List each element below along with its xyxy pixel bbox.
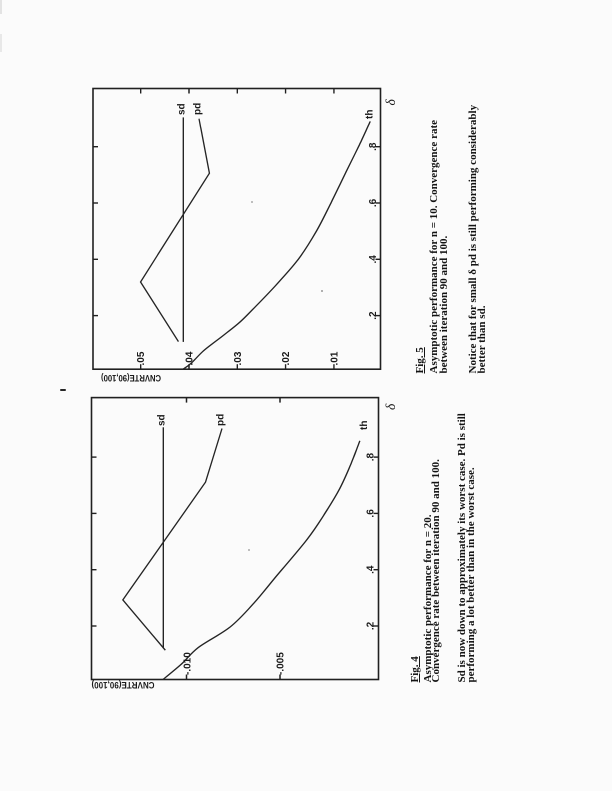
svg-text:.4: .4 <box>366 565 377 574</box>
svg-text:.02: .02 <box>281 351 292 365</box>
svg-text:CNVRTE(90,100): CNVRTE(90,100) <box>92 680 155 690</box>
svg-text:.8: .8 <box>366 452 377 461</box>
svg-text:CNVRTE(90,100): CNVRTE(90,100) <box>101 373 161 383</box>
svg-text:.05: .05 <box>136 351 147 365</box>
svg-text:sd: sd <box>157 414 168 426</box>
svg-text:th: th <box>359 421 370 430</box>
svg-text:.2: .2 <box>368 311 379 320</box>
svg-text:.6: .6 <box>368 198 379 207</box>
svg-text:-.010: -.010 <box>183 652 194 675</box>
svg-text:-.005: -.005 <box>276 652 287 675</box>
svg-text:δ: δ <box>383 403 398 410</box>
svg-text:.6: .6 <box>366 509 377 518</box>
svg-text:.2: .2 <box>366 621 377 630</box>
svg-text:δ: δ <box>383 99 398 106</box>
svg-text:.04: .04 <box>185 351 196 365</box>
svg-text:pd: pd <box>216 414 227 426</box>
svg-text:.8: .8 <box>368 142 379 151</box>
svg-text:.03: .03 <box>233 351 244 365</box>
svg-text:.01: .01 <box>329 351 340 365</box>
svg-text:pd: pd <box>193 103 204 115</box>
svg-text:th: th <box>365 110 376 119</box>
svg-text:.4: .4 <box>368 255 379 264</box>
svg-text:sd: sd <box>177 103 188 115</box>
